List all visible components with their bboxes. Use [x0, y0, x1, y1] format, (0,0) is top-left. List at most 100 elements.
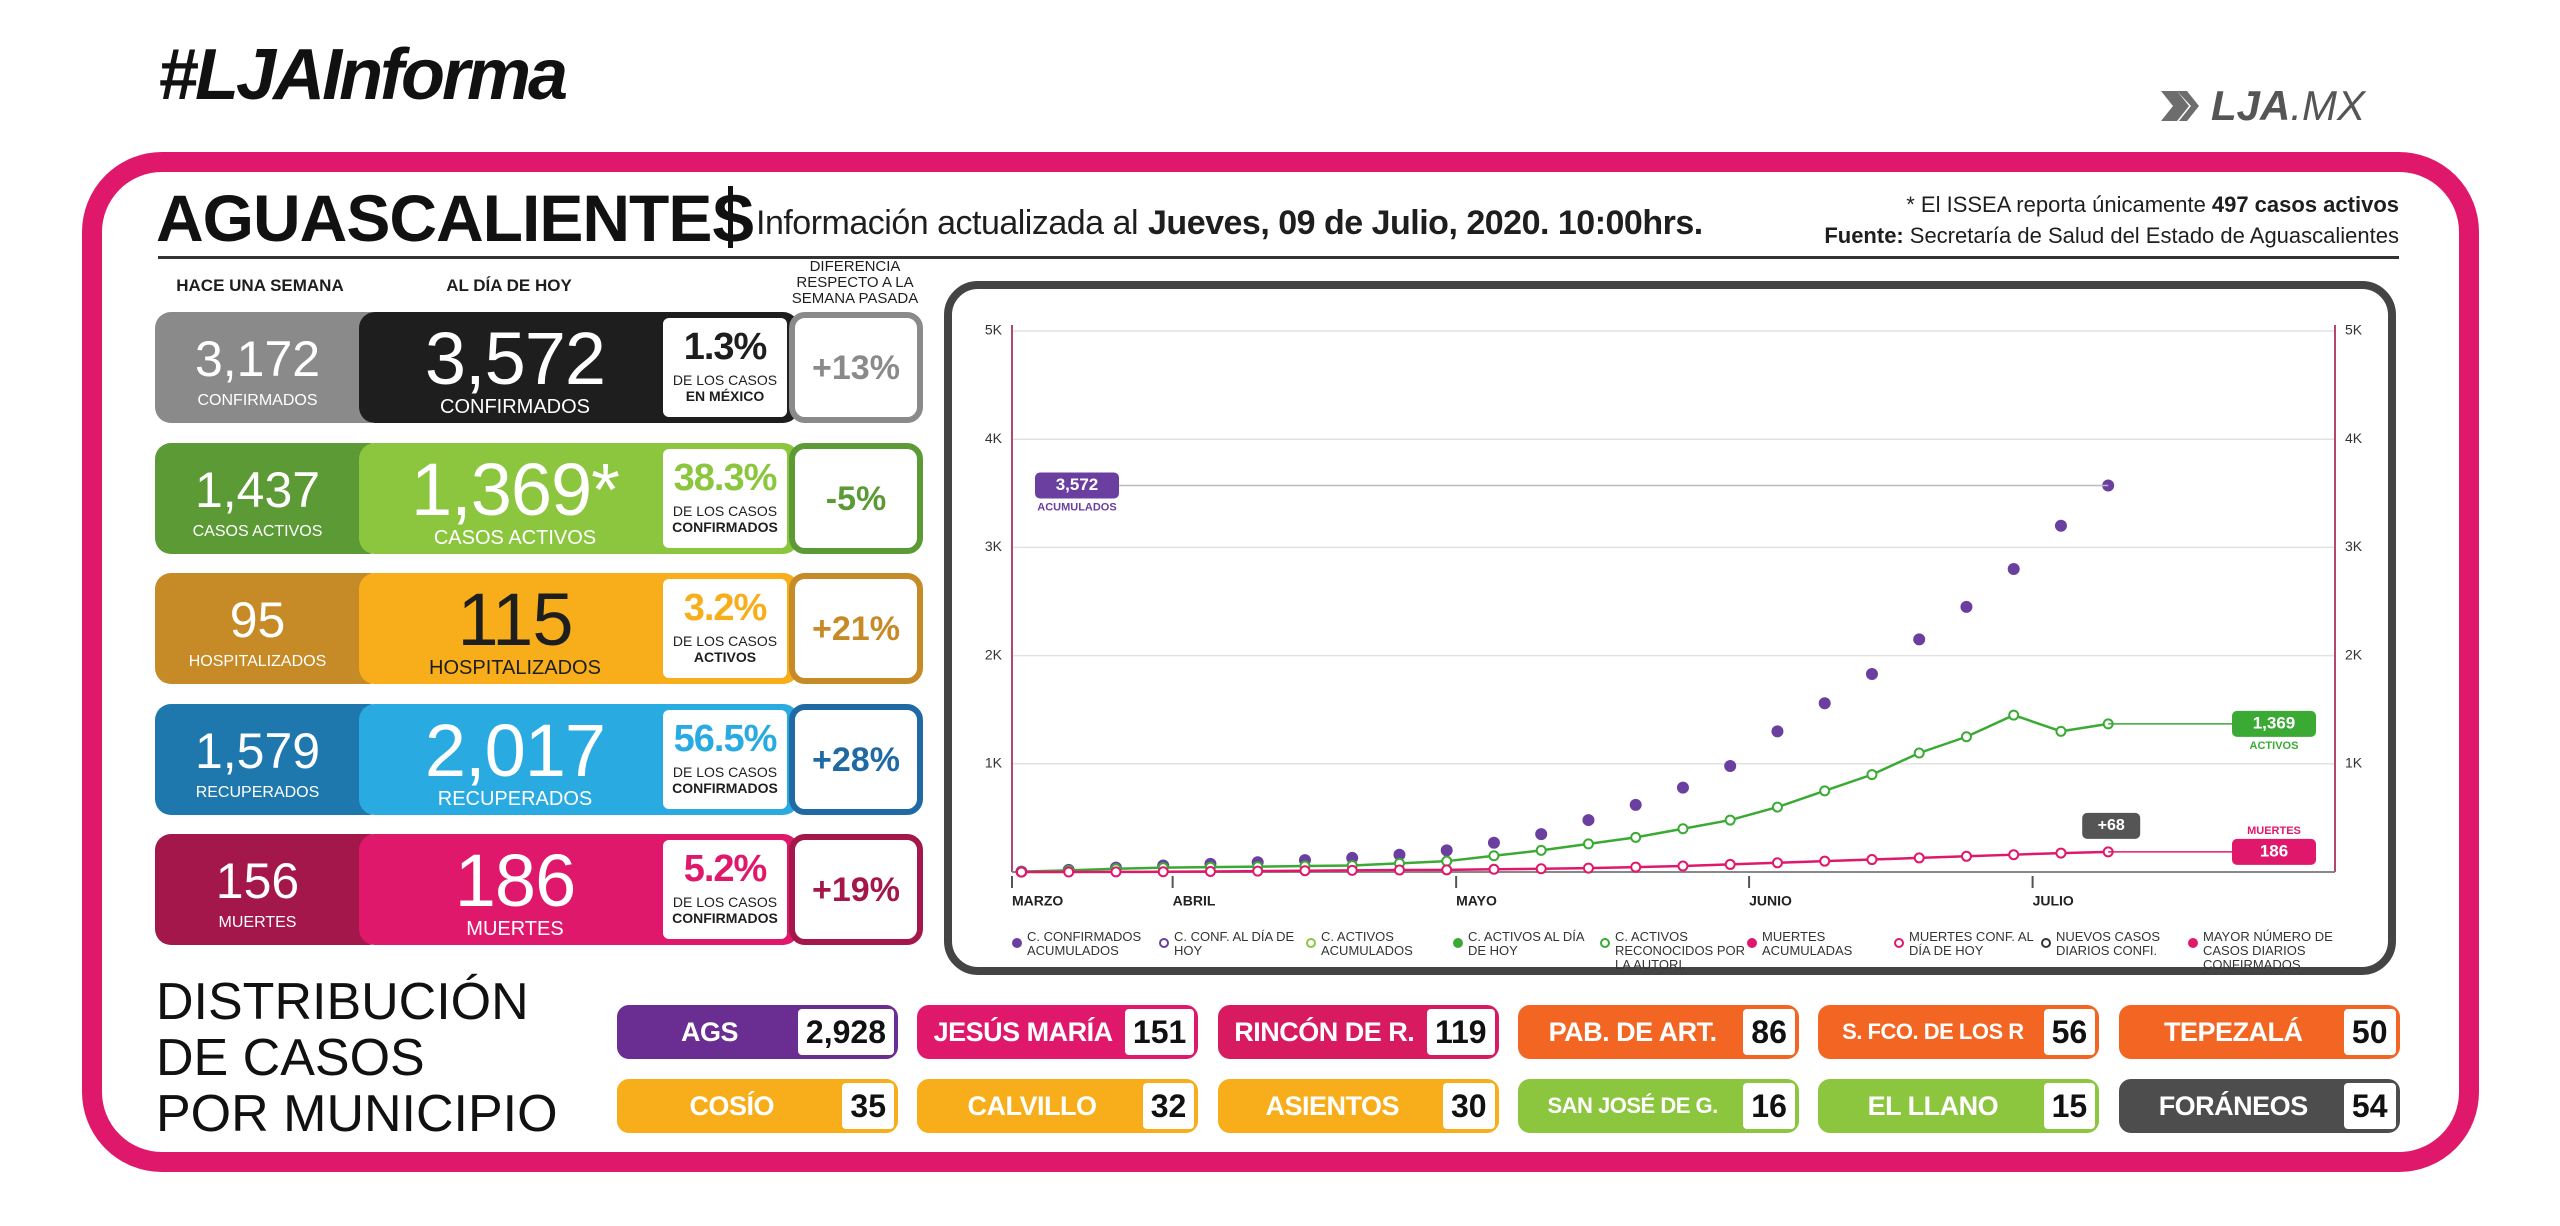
x-tick-label: MARZO [1012, 893, 1063, 909]
municipality-pill: AGS 2,928 [617, 1005, 898, 1059]
today-value: 3,572 [424, 317, 606, 400]
municipality-value: 32 [1142, 1083, 1195, 1129]
annotation-sub: MUERTES [2247, 825, 2301, 837]
data-point [1677, 823, 1689, 835]
x-tick-label: MAYO [1456, 893, 1497, 909]
legend-marker [1306, 938, 1316, 948]
data-point [2055, 847, 2067, 859]
municipality-value: 30 [1443, 1083, 1495, 1129]
municipality-name: FORÁNEOS [2158, 1090, 2309, 1121]
data-point [1913, 633, 1926, 646]
data-point [1866, 854, 1878, 866]
share-value: 3.2% [683, 587, 768, 630]
data-point [1441, 864, 1453, 876]
legend-label: C. ACTIVOS ACUMULADOS [1321, 929, 1413, 958]
annotation-text: +68 [2098, 817, 2125, 834]
x-tick-label: JUNIO [1749, 893, 1792, 909]
data-point [1771, 725, 1784, 738]
municipality-name: EL LLANO [1867, 1090, 1999, 1121]
annotation-text: 186 [2260, 841, 2288, 860]
annotation-text: 3,572 [1056, 475, 1099, 494]
data-point [1015, 866, 1027, 878]
annotation-text: 1,369 [2253, 713, 2296, 732]
municipality-name: ASIENTOS [1265, 1090, 1400, 1121]
data-point [1629, 798, 1642, 811]
updated-label: Información actualizada al [756, 204, 1139, 242]
data-point [2008, 849, 2020, 861]
week-value: 3,172 [194, 331, 321, 387]
legend-marker [1747, 938, 1757, 948]
note-text: * El ISSEA reporta únicamente [1906, 192, 2206, 217]
legend-label: C. ACTIVOS AL DÍA DE HOY [1468, 929, 1584, 958]
share-label: CONFIRMADOS [672, 910, 778, 927]
municipality-pill: JESÚS MARÍA 151 [917, 1005, 1199, 1059]
municipality-pill: RINCÓN DE R. 119 [1217, 1005, 1499, 1059]
change-box [789, 703, 923, 815]
data-point [1157, 866, 1169, 878]
data-point [1110, 866, 1122, 878]
municipality-value: 35 [842, 1083, 894, 1129]
legend-marker [1012, 938, 1022, 948]
data-point [1488, 863, 1500, 875]
week-value: 95 [229, 592, 286, 649]
y2-tick-label: 3K [2345, 538, 2363, 554]
share-label: EN MÉXICO [685, 388, 765, 404]
y-tick-label: 4K [985, 430, 1003, 446]
data-point [1960, 850, 1972, 862]
data-point [1960, 731, 1972, 743]
change-box [789, 312, 923, 423]
y2-tick-label: 5K [2345, 322, 2363, 338]
municipality-name: S. FCO. DE LOS R [1842, 1019, 2024, 1044]
data-point [2054, 519, 2067, 532]
change-box [789, 573, 923, 685]
series-line [1021, 713, 2109, 873]
rule [158, 256, 2399, 259]
municipality-pill: COSÍO 35 [617, 1079, 898, 1133]
share-label: DE LOS CASOS [672, 763, 778, 780]
data-point [1676, 781, 1689, 794]
legend-label: C. ACTIVOS RECONOCIDOS POR LA AUTORI. [1615, 929, 1746, 972]
legend-label: MAYOR NÚMERO DE CASOS DIARIOS CONFIRMADO… [2203, 929, 2333, 972]
share-value: 1.3% [683, 326, 768, 368]
series-line [1021, 850, 2109, 874]
municipality-value: 16 [1743, 1083, 1795, 1129]
week-box [155, 312, 385, 423]
week-value: 1,579 [194, 722, 321, 779]
municipality-name: JESÚS MARÍA [933, 1016, 1114, 1047]
y2-tick-label: 2K [2345, 646, 2363, 662]
today-label: MUERTES [466, 918, 564, 941]
distribution-title: POR MUNICIPIO [156, 1085, 558, 1143]
change-value: +19% [812, 871, 900, 910]
share-value: 5.2% [683, 848, 768, 891]
municipality-pill: EL LLANO 15 [1818, 1079, 2100, 1133]
legend-marker [1600, 938, 1610, 948]
data-point [1488, 850, 1500, 862]
share-box [663, 709, 787, 809]
municipality-value: 119 [1426, 1009, 1495, 1055]
legend-marker [2188, 938, 2198, 948]
change-value: -5% [825, 479, 887, 518]
distribution-title: DISTRIBUCIÓN [156, 973, 529, 1031]
today-label: RECUPERADOS [437, 787, 593, 810]
separator [728, 186, 733, 248]
updated: Información actualizada al Jueves, 09 de … [756, 204, 1703, 243]
week-box [155, 703, 385, 815]
share-label: CONFIRMADOS [672, 518, 778, 535]
today-value: 115 [457, 578, 574, 662]
column-header: SEMANA PASADA [791, 290, 919, 307]
legend-marker [2041, 938, 2051, 948]
data-point [2055, 725, 2067, 737]
data-point [1866, 769, 1878, 781]
data-point [1819, 855, 1831, 867]
municipality-value: 2,928 [797, 1009, 894, 1055]
share-label: CONFIRMADOS [672, 779, 778, 796]
source-label: Fuente: [1824, 223, 1904, 248]
annotation-box [1035, 472, 1119, 499]
today-label: CONFIRMADOS [440, 396, 590, 418]
column-header: DIFERENCIA [809, 258, 901, 275]
y-tick-label: 5K [985, 322, 1003, 338]
x-tick-label: JULIO [2033, 893, 2074, 909]
share-box [663, 579, 787, 679]
data-point [1299, 865, 1311, 877]
change-value: +21% [812, 610, 900, 649]
